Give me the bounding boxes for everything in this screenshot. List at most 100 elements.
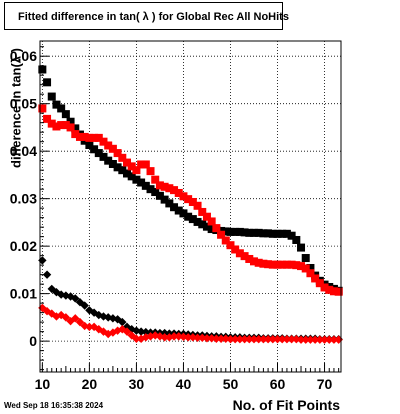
x-tick-label: 10 xyxy=(35,376,51,392)
data-point-square xyxy=(179,209,188,218)
data-point-square xyxy=(282,260,291,269)
data-point-square xyxy=(137,178,146,187)
data-point-diamond xyxy=(127,325,136,334)
data-point-square xyxy=(132,175,141,184)
data-point-square xyxy=(141,181,150,190)
data-point-square xyxy=(254,258,263,267)
data-point-square xyxy=(297,243,306,252)
data-point-square xyxy=(47,119,56,128)
data-point-square xyxy=(249,228,258,237)
data-point-square xyxy=(99,152,108,161)
data-point-square xyxy=(259,229,268,238)
data-point-diamond xyxy=(132,334,141,343)
data-point-diamond xyxy=(136,327,146,336)
data-point-diamond xyxy=(85,322,94,332)
data-point-square xyxy=(217,230,226,239)
data-point-diamond xyxy=(263,335,273,344)
data-point-diamond xyxy=(235,335,245,344)
data-point-square xyxy=(221,236,230,245)
data-point-square xyxy=(155,191,164,200)
data-point-square xyxy=(43,114,52,123)
data-point-square xyxy=(61,121,70,130)
data-point-square xyxy=(297,262,306,271)
data-point-square xyxy=(52,100,61,109)
data-point-square xyxy=(80,132,89,141)
data-point-square xyxy=(268,260,277,269)
data-point-diamond xyxy=(136,334,146,343)
data-point-square xyxy=(315,279,324,288)
data-point-square xyxy=(240,252,249,261)
data-point-square xyxy=(202,212,211,221)
data-point-square xyxy=(301,264,310,273)
data-point-square xyxy=(155,181,164,190)
data-point-square xyxy=(198,220,207,229)
data-point-square xyxy=(66,117,75,126)
data-point-square xyxy=(170,186,179,195)
data-point-square xyxy=(188,215,197,224)
data-point-diamond xyxy=(273,335,282,344)
data-point-square xyxy=(71,130,80,139)
data-point-square xyxy=(202,222,211,231)
data-point-diamond xyxy=(334,335,343,344)
data-point-square xyxy=(57,121,66,130)
data-point-square xyxy=(85,141,94,150)
data-point-diamond xyxy=(80,301,89,310)
data-point-square xyxy=(184,195,193,204)
data-point-diamond xyxy=(240,335,249,344)
data-point-square xyxy=(90,133,99,142)
data-point-square xyxy=(66,123,75,132)
data-point-square xyxy=(268,229,277,238)
data-point-square xyxy=(43,78,52,87)
data-point-square xyxy=(240,228,249,237)
y-tick-label: 0.06 xyxy=(10,48,37,64)
data-point-square xyxy=(179,192,188,201)
data-point-square xyxy=(85,133,94,142)
data-point-diamond xyxy=(38,256,47,265)
data-point-square xyxy=(123,158,132,167)
data-point-square xyxy=(151,188,160,197)
data-point-square xyxy=(278,260,287,269)
data-point-square xyxy=(193,217,202,226)
data-point-square xyxy=(198,207,207,216)
data-point-square xyxy=(282,229,291,238)
data-point-diamond xyxy=(315,335,325,344)
data-point-diamond xyxy=(245,335,254,344)
data-point-square xyxy=(287,260,296,269)
data-point-diamond xyxy=(183,333,193,342)
x-tick-label: 60 xyxy=(270,376,286,392)
data-point-square xyxy=(306,269,315,278)
grid-lines xyxy=(40,41,341,372)
data-point-diamond xyxy=(268,335,278,344)
data-point-diamond xyxy=(188,333,198,342)
y-tick-label: 0.02 xyxy=(10,238,37,254)
data-point-diamond xyxy=(254,335,263,344)
y-tick-label: 0 xyxy=(29,333,37,349)
data-point-square xyxy=(151,175,160,184)
axis-ticks xyxy=(40,46,340,372)
data-point-square xyxy=(127,172,136,181)
data-point-square xyxy=(94,133,103,142)
data-point-square xyxy=(174,206,183,215)
data-point-square xyxy=(61,110,70,119)
data-point-diamond xyxy=(212,334,221,343)
data-point-square xyxy=(71,124,80,133)
data-point-square xyxy=(287,231,296,240)
data-point-diamond xyxy=(306,335,315,344)
data-point-square xyxy=(108,144,117,153)
y-axis-label: difference in tan(λ ) xyxy=(8,48,24,168)
data-point-diamond xyxy=(325,335,334,344)
data-point-square xyxy=(75,132,84,141)
data-point-diamond xyxy=(198,333,207,343)
data-point-square xyxy=(165,184,174,193)
data-point-square xyxy=(259,259,268,268)
data-point-square xyxy=(146,185,155,194)
data-point-square xyxy=(118,166,127,175)
data-point-square xyxy=(273,229,282,238)
data-point-diamond xyxy=(141,327,151,337)
data-point-square xyxy=(245,254,254,263)
data-point-square xyxy=(184,212,193,221)
data-point-square xyxy=(113,163,122,172)
data-point-square xyxy=(226,227,235,236)
data-point-square xyxy=(292,235,301,244)
